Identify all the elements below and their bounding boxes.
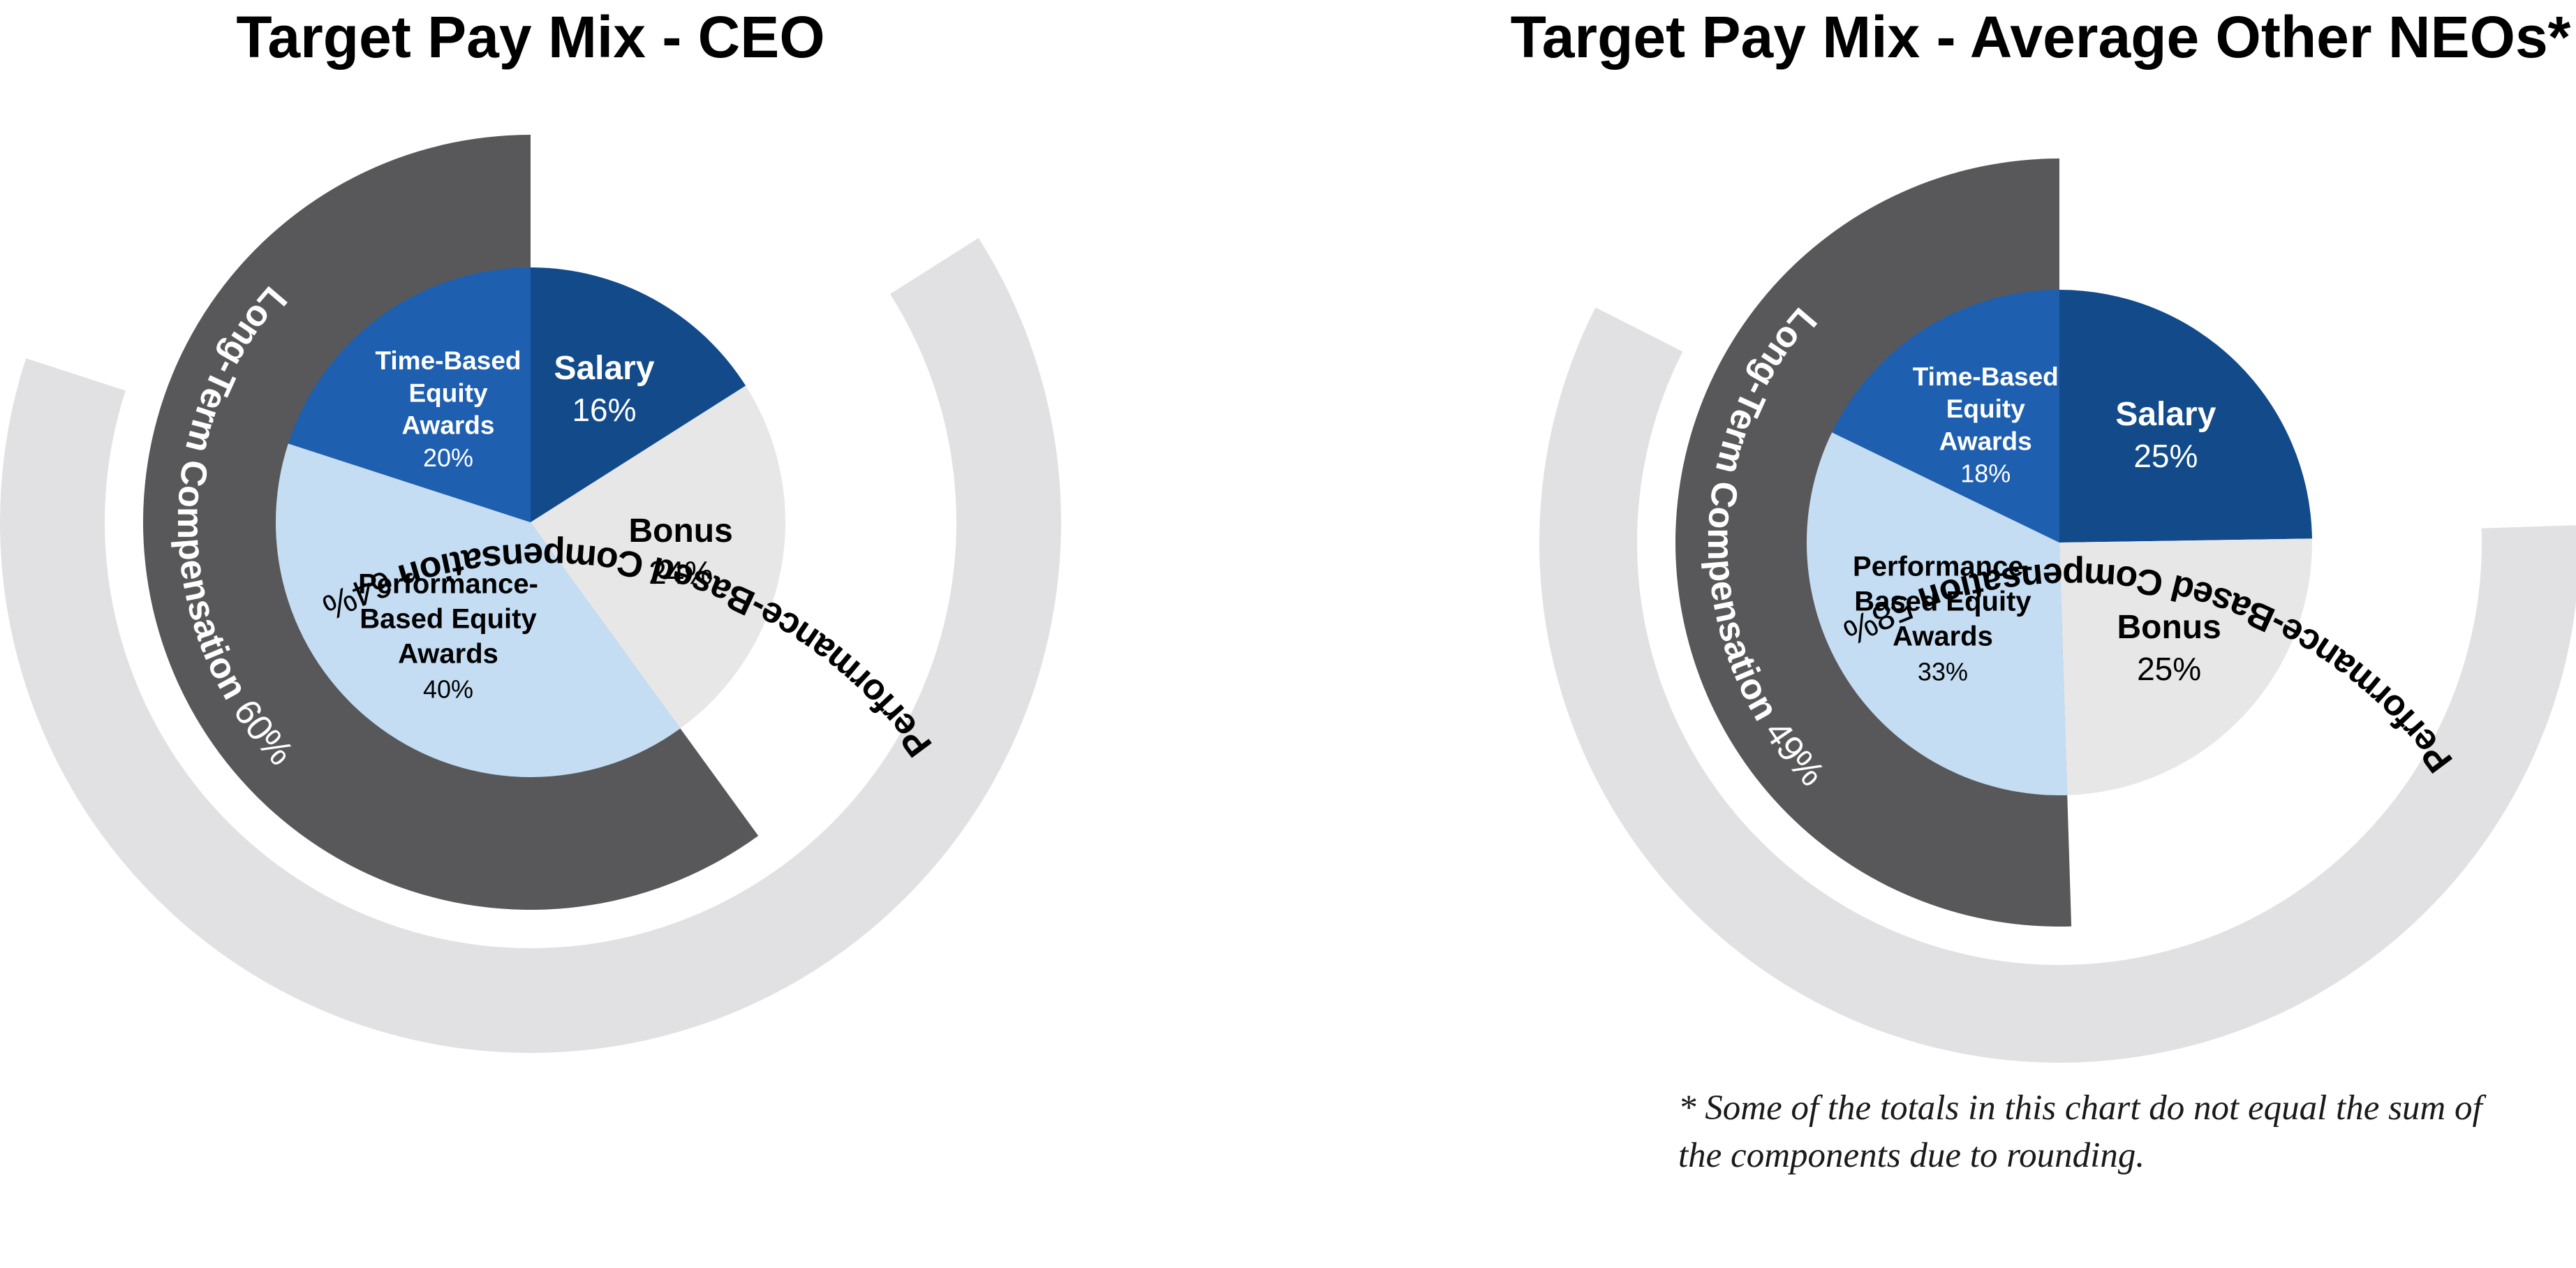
chart-title: Target Pay Mix - CEO	[236, 4, 824, 70]
slice-label-performance-based-equity-awards: Performance-Based Equity Awards 33%	[1853, 551, 2033, 686]
slice-bonus	[2059, 538, 2313, 795]
slice-performance-based-equity-awards	[275, 443, 681, 778]
slice-bonus	[531, 385, 785, 729]
slice-label-performance-based-equity-awards: Performance-Based Equity Awards 40%	[358, 568, 538, 703]
slice-label-time-based-equity-awards: Time-Based Equity Awards 18%	[1913, 362, 2059, 488]
slice-label-bonus: Bonus 25%	[2117, 609, 2221, 687]
slice-label-salary: Salary 25%	[2115, 396, 2216, 474]
slice-label-salary: Salary 16%	[554, 350, 654, 428]
rounding-footnote: * Some of the totals in this chart do no…	[1678, 1089, 2482, 1175]
chart-title: Target Pay Mix - Average Other NEOs*	[1511, 4, 2571, 70]
ring-performance-based-compensation	[1539, 307, 2576, 1063]
ring-performance-based-compensation	[0, 237, 1061, 1053]
pay-mix-chart-2: Target Pay Mix - Average Other NEOs* Sala…	[1511, 4, 2576, 1063]
pay-mix-chart-1: Target Pay Mix - CEO Salary 16% Bonus 24% Per…	[0, 4, 1061, 1053]
slice-time-based-equity-awards	[288, 267, 531, 522]
slice-label-time-based-equity-awards: Time-Based Equity Awards 20%	[375, 346, 521, 472]
slice-performance-based-equity-awards	[1807, 432, 2068, 796]
slice-salary	[531, 267, 746, 522]
slice-salary	[2059, 290, 2312, 543]
slice-label-bonus: Bonus 24%	[628, 513, 732, 591]
slice-time-based-equity-awards	[1832, 290, 2059, 543]
